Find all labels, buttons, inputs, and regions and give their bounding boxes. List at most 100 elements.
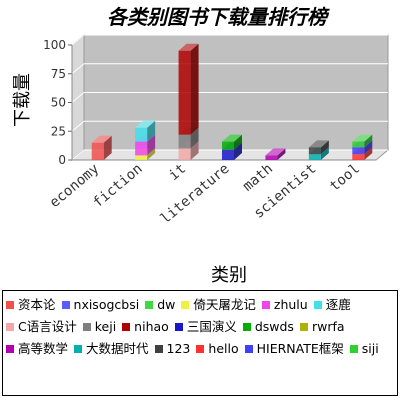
bar-side [364,140,373,155]
legend-label: 123 [166,341,191,356]
chart-legend: 资本论 nxisogcbsi dw 倚天屠龙记 zhulu 逐鹿 C语言设计 keji niha… [2,290,398,396]
y-tick-label: 0 [58,153,66,167]
bar-front [222,149,234,160]
legend-label: C语言设计 [18,319,77,334]
legend-item: keji [82,316,117,338]
legend-swatch [6,345,14,353]
x-axis-label: 类别 [211,265,247,286]
bar-side [190,127,199,149]
legend-label: 倚天屠龙记 [193,297,256,312]
legend-item: 123 [154,338,191,360]
bar-segment [135,120,156,142]
legend-item: hello [196,338,239,360]
plot-area [70,33,390,162]
bar-front [352,147,365,155]
bar-side [190,43,199,135]
y-tick-label: 75 [51,67,66,81]
bar-side [364,147,373,160]
bar-front [135,155,148,160]
legend-label: nxisogcbsi [73,297,140,312]
legend-item: 资本论 [6,294,56,316]
legend-item: 逐鹿 [313,294,351,316]
bar-side [190,141,199,160]
legend-swatch [242,323,251,331]
bar-top [222,134,242,142]
legend-swatch [6,323,14,331]
legend-swatch [74,345,83,353]
legend-swatch [145,301,154,309]
grid-line-left [71,63,85,75]
legend-label: 高等数学 [18,341,69,356]
bar-front [135,127,148,142]
legend-item: 倚天屠龙记 [181,294,256,316]
bar-segment [91,135,112,160]
grid-line-left [71,34,85,46]
y-tick-label: 100 [43,38,66,52]
x-tick-label: it [166,161,189,184]
bar-side [320,147,329,160]
legend-item: 三国演义 [174,316,237,338]
legend-swatch [174,323,183,331]
bar-front [178,134,191,149]
legend-item: C语言设计 [6,316,77,338]
legend-swatch [82,323,91,331]
x-tick-label: fiction [90,161,145,211]
legend-label: hello [208,341,239,356]
legend-item: zhulu [261,294,308,316]
bar-front [178,50,191,135]
grid-line-left [71,149,85,161]
legend-label: siji [361,341,379,356]
bar-side [234,142,242,160]
legend-label: HIERNATE框架 [256,341,344,356]
bar-front [352,141,365,148]
bar-side [234,134,242,150]
legend-label: 大数据时代 [86,341,149,356]
bar-front [135,141,148,156]
bar-front [308,154,321,160]
y-tick-label: 50 [51,96,66,110]
legend-item: siji [349,338,379,360]
bar-front [352,154,365,160]
legend-swatch [6,301,14,309]
bar-side [147,148,156,160]
bar-segment [352,134,373,148]
bar-segment [222,134,242,150]
bar-front [178,148,191,160]
bar-segment [178,43,199,135]
legend-swatch [154,345,163,353]
y-tick-label: 25 [51,124,66,138]
legend-swatch [261,301,270,309]
y-axis-label: 下载量 [12,73,33,127]
legend-item: 高等数学 [6,338,68,360]
legend-swatch [313,301,322,309]
bar-front [308,147,321,155]
legend-label: zhulu [273,297,308,312]
bar-segment [308,140,329,155]
legend-label: 三国演义 [186,319,237,334]
legend-item: nihao [122,316,169,338]
legend-label: keji [94,319,117,334]
bar-top [135,120,156,128]
bar-top [265,148,286,156]
bar-side [364,134,373,148]
legend-item: dw [145,294,175,316]
legend-label: 逐鹿 [325,297,351,312]
bars [91,43,373,160]
bar-front [265,155,278,160]
bar-top [308,140,329,148]
legend-swatch [244,345,253,353]
bar-side [277,148,286,160]
legend-item: dswds [242,316,294,338]
bar-top [178,43,199,51]
bar-side [147,134,156,156]
grid-line-left [71,92,85,103]
bar-side [320,140,329,155]
bar-side [103,135,112,160]
legend-swatch [349,345,358,353]
bar-segment [265,148,286,160]
bar-top [91,135,112,143]
legend-swatch [196,345,205,353]
grid-line-left [71,120,85,132]
